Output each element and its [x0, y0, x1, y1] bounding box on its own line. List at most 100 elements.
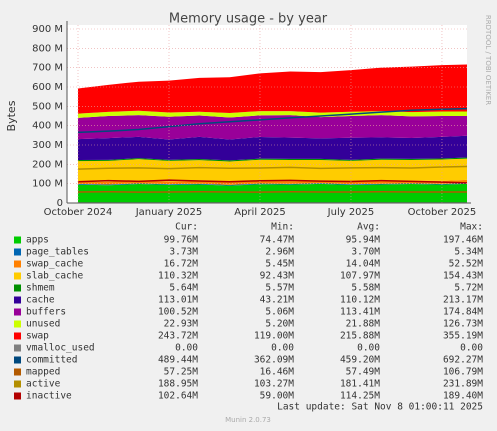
- x-tick-label: January 2025: [135, 207, 203, 218]
- legend-label: slab_cache: [26, 271, 83, 282]
- legend-swatch: [14, 356, 21, 364]
- y-tick-label: 900 M: [32, 24, 63, 35]
- legend-value: 0.00: [460, 343, 483, 354]
- legend: Cur: Min: Avg: Max: apps 99.76M 74.47M 95.94M 19…: [14, 222, 483, 402]
- y-tick-label: 200 M: [32, 159, 63, 170]
- legend-value: 154.43M: [443, 271, 483, 282]
- legend-value: 231.89M: [443, 379, 483, 390]
- legend-value: 5.58M: [351, 283, 380, 294]
- legend-header: Avg:: [357, 222, 380, 233]
- legend-value: 126.73M: [443, 319, 483, 330]
- legend-value: 0.00: [271, 343, 294, 354]
- legend-value: 100.52M: [158, 307, 198, 318]
- legend-swatch: [14, 332, 21, 340]
- legend-value: 22.93M: [164, 319, 199, 330]
- legend-label: swap: [26, 331, 49, 342]
- legend-value: 114.25M: [340, 391, 380, 402]
- legend-value: 57.25M: [164, 367, 199, 378]
- legend-value: 362.09M: [254, 355, 294, 366]
- line: [77, 107, 467, 134]
- y-tick-label: 100 M: [32, 179, 63, 190]
- legend-value: 113.41M: [340, 307, 380, 318]
- legend-label: mapped: [26, 367, 60, 378]
- legend-value: 3.70M: [351, 247, 380, 258]
- legend-label: cache: [26, 295, 55, 306]
- line: [77, 165, 467, 170]
- legend-value: 99.76M: [164, 235, 199, 246]
- legend-swatch: [14, 248, 21, 256]
- legend-value: 215.88M: [340, 331, 380, 342]
- y-tick-label: 700 M: [32, 63, 63, 74]
- legend-swatch: [14, 236, 21, 244]
- legend-value: 5.20M: [265, 319, 294, 330]
- y-axis-label: Bytes: [5, 100, 18, 131]
- legend-value: 2.96M: [265, 247, 294, 258]
- legend-label: shmem: [26, 283, 55, 294]
- legend-header: Cur:: [175, 222, 198, 233]
- legend-label: inactive: [26, 391, 72, 402]
- line: [77, 179, 467, 184]
- area: [78, 64, 467, 114]
- legend-value: 213.17M: [443, 295, 483, 306]
- x-tick-label: April 2025: [234, 207, 285, 218]
- plot: [77, 64, 467, 203]
- legend-swatch: [14, 272, 21, 280]
- x-tick-label: October 2024: [44, 207, 113, 218]
- legend-value: 174.84M: [443, 307, 483, 318]
- area: [78, 183, 467, 203]
- legend-value: 95.94M: [346, 235, 381, 246]
- legend-swatch: [14, 320, 21, 328]
- legend-value: 57.49M: [346, 367, 381, 378]
- legend-label: swap_cache: [26, 259, 83, 270]
- legend-label: vmalloc_used: [26, 343, 95, 354]
- legend-value: 0.00: [357, 343, 380, 354]
- legend-value: 489.44M: [158, 355, 198, 366]
- legend-value: 107.97M: [340, 271, 380, 282]
- legend-value: 113.01M: [158, 295, 198, 306]
- legend-value: 74.47M: [260, 235, 295, 246]
- version: Munin 2.0.73: [225, 416, 271, 424]
- legend-value: 5.72M: [454, 283, 483, 294]
- legend-swatch: [14, 368, 21, 376]
- legend-value: 5.06M: [265, 307, 294, 318]
- legend-value: 102.64M: [158, 391, 198, 402]
- y-tick-label: 600 M: [32, 82, 63, 93]
- legend-swatch: [14, 344, 21, 352]
- y-tick-label: 400 M: [32, 121, 63, 132]
- legend-label: page_tables: [26, 247, 89, 258]
- legend-value: 0.00: [175, 343, 198, 354]
- chart-title: Memory usage - by year: [169, 12, 328, 27]
- legend-value: 189.40M: [443, 391, 483, 402]
- legend-header: Max:: [460, 222, 483, 233]
- legend-value: 355.19M: [443, 331, 483, 342]
- legend-value: 106.79M: [443, 367, 483, 378]
- legend-value: 181.41M: [340, 379, 380, 390]
- area: [78, 115, 467, 140]
- x-tick-label: October 2025: [408, 207, 477, 218]
- legend-swatch: [14, 392, 21, 400]
- legend-value: 21.88M: [346, 319, 381, 330]
- legend-value: 103.27M: [254, 379, 294, 390]
- footer: Last update: Sat Nov 8 01:00:11 2025: [277, 402, 483, 413]
- legend-value: 16.72M: [164, 259, 199, 270]
- legend-label: buffers: [26, 307, 66, 318]
- legend-swatch: [14, 380, 21, 388]
- legend-swatch: [14, 296, 21, 304]
- area: [78, 183, 467, 186]
- legend-value: 692.27M: [443, 355, 483, 366]
- legend-value: 110.12M: [340, 295, 380, 306]
- legend-value: 14.04M: [346, 259, 381, 270]
- legend-value: 5.34M: [454, 247, 483, 258]
- legend-label: apps: [26, 235, 49, 246]
- legend-value: 110.32M: [158, 271, 198, 282]
- legend-value: 243.72M: [158, 331, 198, 342]
- area: [78, 157, 467, 162]
- area: [78, 158, 467, 183]
- legend-value: 459.20M: [340, 355, 380, 366]
- legend-header: Min:: [271, 222, 294, 233]
- legend-value: 16.46M: [260, 367, 295, 378]
- legend-value: 92.43M: [260, 271, 295, 282]
- legend-value: 59.00M: [260, 391, 295, 402]
- legend-value: 3.73M: [169, 247, 198, 258]
